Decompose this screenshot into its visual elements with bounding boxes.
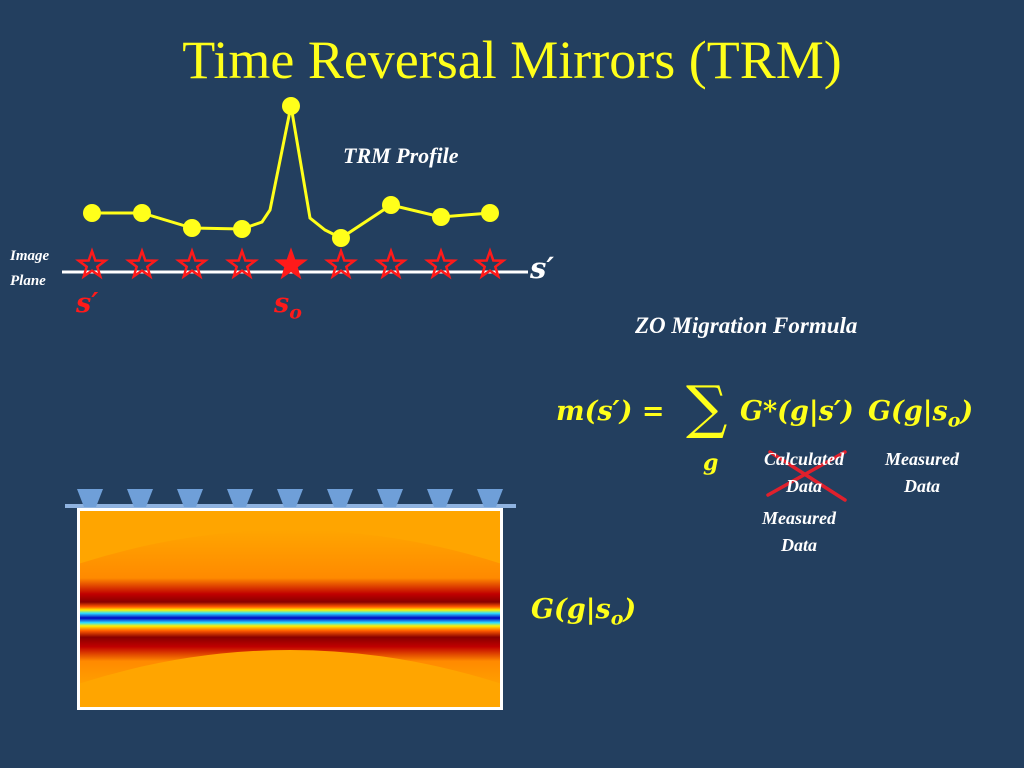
profile-point: [282, 97, 300, 115]
star-filled-icon: [274, 247, 308, 280]
star-outline-icon: [125, 247, 159, 280]
sum-symbol: ∑: [686, 373, 728, 441]
profile-point: [432, 208, 450, 226]
formula-term-measured: G(g|so): [868, 396, 974, 432]
image-plane-label: Image Plane: [10, 248, 50, 289]
s-prime-label-red: s′: [76, 288, 99, 319]
star-outline-icon: [473, 247, 507, 280]
greens-function-label: G(g|so): [531, 594, 637, 630]
cross-out-icon: [766, 450, 847, 502]
receiver-icon: [177, 489, 203, 507]
profile-point: [233, 220, 251, 238]
star-outline-icon: [374, 247, 408, 280]
s-o-label: so: [274, 288, 302, 324]
measured-data-right-label: Measured Data: [884, 449, 959, 496]
star-outline-icon: [424, 247, 458, 280]
receiver-icon: [277, 489, 303, 507]
seismic-panel: [80, 511, 500, 707]
profile-point: [133, 204, 151, 222]
sum-index: g: [703, 450, 719, 476]
trm-profile-curve: [92, 105, 491, 240]
receivers: [77, 489, 503, 507]
star-outline-icon: [175, 247, 209, 280]
profile-point: [481, 204, 499, 222]
receiver-icon: [77, 489, 103, 507]
profile-point: [382, 196, 400, 214]
wavefront-band: [80, 530, 500, 684]
star-outline-icon: [324, 247, 358, 280]
profile-point: [183, 219, 201, 237]
page-title: Time Reversal Mirrors (TRM): [182, 30, 842, 90]
formula-term-calculated: G*(g|s′): [740, 396, 854, 427]
migration-formula-lhs: m(s′) =: [556, 396, 665, 427]
receiver-icon: [477, 489, 503, 507]
receiver-icon: [327, 489, 353, 507]
profile-point: [83, 204, 101, 222]
receiver-icon: [377, 489, 403, 507]
receiver-icon: [127, 489, 153, 507]
star-outline-icon: [75, 247, 109, 280]
receiver-icon: [227, 489, 253, 507]
measured-data-left-label: Measured Data: [761, 508, 836, 555]
formula-heading: ZO Migration Formula: [635, 313, 858, 338]
image-plane-stars: [75, 247, 507, 280]
profile-point: [332, 229, 350, 247]
trm-profile-label: TRM Profile: [343, 143, 459, 168]
calculated-data-label: Calculated Data: [764, 449, 844, 496]
receiver-icon: [427, 489, 453, 507]
star-outline-icon: [225, 247, 259, 280]
trm-profile-points: [83, 97, 499, 247]
s-prime-label-white: s′: [530, 251, 554, 285]
